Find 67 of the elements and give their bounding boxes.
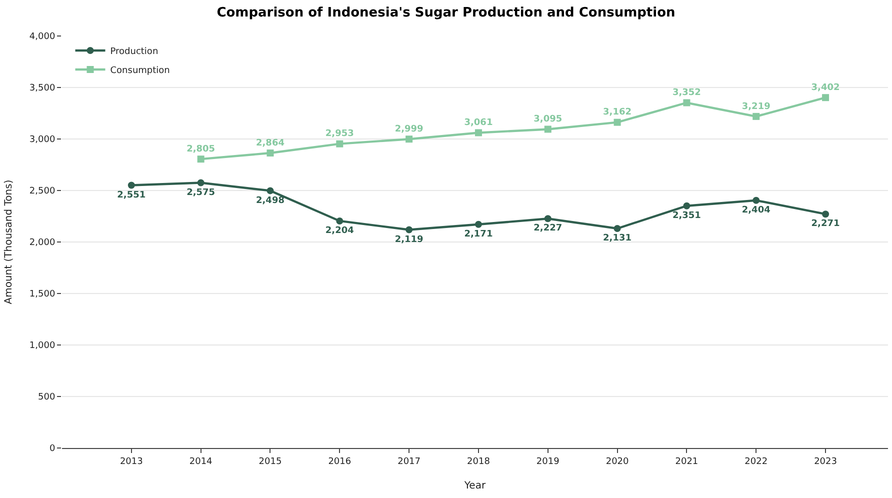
y-tick-label: 1,500	[29, 290, 56, 300]
data-label: 2,227	[534, 224, 562, 234]
point	[752, 196, 760, 204]
y-tick-label: 4,000	[29, 32, 56, 42]
data-label: 2,119	[394, 234, 424, 245]
x-tick-label: 2020	[606, 456, 630, 467]
data-label: 2,271	[811, 219, 840, 230]
point	[822, 94, 830, 102]
x-tick-label: 2022	[744, 456, 768, 467]
data-label: 2,575	[186, 188, 216, 198]
data-label: 2,805	[186, 144, 216, 154]
x-tick-label: 2013	[120, 456, 143, 467]
point	[614, 225, 621, 232]
point	[406, 136, 413, 143]
data-label: 3,061	[464, 118, 493, 128]
x-axis-title: Year	[463, 480, 486, 492]
data-label: 3,219	[742, 102, 770, 112]
x-tick-label: 2023	[814, 456, 837, 467]
y-tick-label: 2,500	[29, 186, 56, 197]
point	[752, 112, 760, 120]
point	[544, 215, 552, 222]
data-label: 3,095	[534, 114, 562, 125]
point	[683, 202, 690, 210]
point	[474, 129, 482, 136]
point	[197, 156, 204, 163]
data-label: 2,404	[742, 206, 770, 216]
x-tick-label: 2017	[398, 456, 421, 467]
point	[614, 118, 621, 126]
data-label: 2,204	[325, 226, 354, 236]
data-label: 3,352	[672, 88, 701, 98]
point	[266, 150, 274, 157]
legend-label: Production	[110, 47, 158, 58]
y-tick-label: 1,000	[29, 341, 56, 352]
point	[474, 220, 482, 228]
data-label: 2,131	[603, 234, 632, 244]
data-label: 2,498	[256, 196, 284, 206]
y-tick-label: 0	[49, 444, 56, 454]
data-label: 3,402	[811, 82, 840, 93]
chart-title: Comparison of Indonesia's Sugar Production and Consumption	[216, 6, 676, 21]
data-label: 3,162	[603, 108, 632, 118]
x-tick-label: 2016	[328, 456, 352, 467]
data-label: 2,999	[394, 124, 424, 134]
point	[822, 210, 830, 218]
point	[406, 226, 413, 234]
x-tick-label: 2015	[258, 456, 282, 467]
point	[336, 140, 344, 148]
point	[544, 126, 552, 133]
data-label: 2,351	[672, 210, 701, 221]
data-label: 2,864	[256, 138, 284, 148]
point	[683, 99, 690, 106]
data-label: 2,953	[325, 129, 354, 140]
y-axis-title: Amount (Thousand Tons)	[3, 180, 14, 304]
x-tick-label: 2019	[536, 456, 560, 467]
x-tick-label: 2014	[189, 456, 213, 467]
point	[197, 179, 204, 186]
y-tick-label: 2,000	[29, 238, 56, 248]
y-tick-label: 3,500	[29, 84, 56, 94]
x-tick-label: 2021	[675, 456, 698, 467]
x-tick-label: 2018	[467, 456, 490, 467]
data-label: 2,171	[464, 230, 493, 240]
legend-label: Consumption	[110, 66, 170, 76]
y-tick-label: 3,000	[29, 135, 56, 146]
point	[266, 187, 274, 194]
point	[336, 217, 344, 224]
y-tick-label: 500	[38, 392, 56, 403]
point	[128, 182, 135, 189]
data-label: 2,551	[117, 190, 146, 200]
